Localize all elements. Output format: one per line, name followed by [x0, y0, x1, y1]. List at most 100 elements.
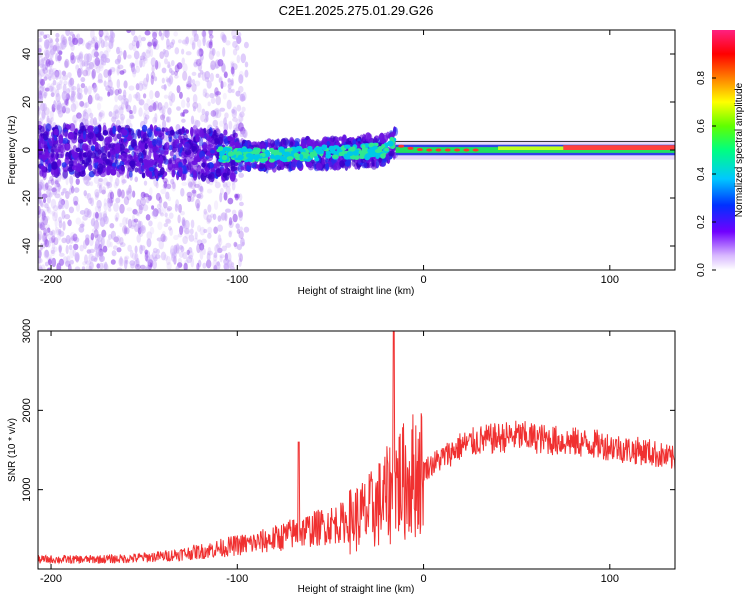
- spectrogram-band-mark: [92, 135, 97, 145]
- spectrogram-noise-mark: [203, 211, 209, 221]
- spectrogram-noise-mark: [91, 37, 96, 44]
- spectrogram-noise-mark: [61, 105, 66, 114]
- spectrogram-noise-mark: [210, 60, 216, 71]
- spectrogram-noise-mark: [62, 187, 68, 194]
- spectrogram-noise-mark: [206, 188, 213, 194]
- spectrogram-noise-mark: [125, 227, 130, 235]
- spectrogram-noise-mark: [42, 62, 47, 69]
- spectrogram-noise-mark: [109, 191, 115, 200]
- spectrogram-noise-mark: [68, 76, 73, 87]
- spectrogram-noise-mark: [51, 240, 56, 250]
- spectrogram-noise-mark: [189, 78, 193, 86]
- spectrogram-noise-mark: [192, 105, 196, 112]
- spectrogram-band-mark: [141, 164, 145, 170]
- spectrogram-noise-mark: [191, 83, 197, 93]
- spectrogram-core-mark: [293, 152, 300, 158]
- spectrogram-noise-mark: [217, 224, 223, 232]
- spectrogram-noise-mark: [123, 80, 128, 89]
- spectrogram-noise-mark: [169, 41, 174, 49]
- spectrogram-core-mark: [325, 153, 332, 159]
- spectrogram-noise-mark: [163, 181, 168, 189]
- spectrogram-core-mark: [255, 148, 260, 155]
- spectrogram-noise-mark: [162, 235, 168, 243]
- spectrogram-noise-mark: [103, 261, 108, 270]
- spectrogram-band-mark: [108, 165, 115, 172]
- spectrogram-noise-mark: [65, 30, 71, 37]
- spectrogram-noise-mark: [238, 172, 245, 178]
- spectrogram-noise-mark: [61, 90, 68, 101]
- spectrogram-core-mark: [278, 146, 285, 152]
- spectrogram-noise-mark: [194, 59, 199, 65]
- spectrogram-noise-mark: [221, 81, 227, 88]
- spectrogram-noise-mark: [97, 72, 103, 83]
- spectrogram-noise-mark: [223, 117, 227, 126]
- spectrogram-band-mark: [102, 129, 109, 136]
- spectrogram-noise-mark: [158, 239, 164, 250]
- spectrogram-core-mark: [270, 154, 275, 160]
- spectrogram-noise-mark: [149, 226, 155, 235]
- spectrogram-noise-mark: [66, 88, 71, 95]
- spectrogram-noise-mark: [204, 110, 210, 117]
- spectrogram-band-mark: [362, 133, 366, 142]
- spectrogram-noise-mark: [170, 245, 175, 255]
- spectrogram-noise-mark: [83, 53, 90, 63]
- spectrogram-band-mark: [315, 162, 323, 171]
- spectrogram-noise-mark: [211, 48, 216, 56]
- spectrogram-noise-mark: [54, 180, 59, 185]
- spectrogram-noise-mark: [109, 30, 114, 38]
- spectrogram-noise-mark: [93, 51, 99, 58]
- spectrogram-noise-mark: [243, 226, 250, 233]
- spectrogram-noise-mark: [95, 220, 100, 231]
- spectrogram-noise-mark: [77, 37, 84, 45]
- spectrogram-band-mark: [341, 134, 347, 143]
- spectrogram-band-mark: [305, 161, 313, 168]
- spectrogram-noise-mark: [52, 186, 58, 196]
- spectrogram-noise-mark: [68, 187, 72, 195]
- spectrogram-band-mark: [41, 168, 47, 179]
- spectrogram-noise-mark: [67, 72, 72, 78]
- spectrogram-noise-mark: [240, 53, 247, 64]
- spectrogram-noise-mark: [89, 248, 95, 254]
- spectrogram-band-mark: [82, 130, 87, 140]
- spectrogram-band-mark: [294, 138, 301, 144]
- spectrogram-noise-mark: [212, 109, 216, 120]
- spectrogram-noise-mark: [94, 57, 101, 67]
- spectrogram-noise-mark: [65, 234, 71, 245]
- spectrogram-noise-mark: [204, 76, 210, 83]
- spectrogram-noise-mark: [108, 207, 112, 212]
- spectrogram-noise-mark: [69, 232, 76, 241]
- spectrogram-noise-mark: [86, 192, 92, 201]
- spectrogram-noise-mark: [101, 189, 106, 195]
- spectrogram-noise-mark: [193, 61, 198, 67]
- spectrogram-band-mark: [161, 127, 166, 132]
- spectrogram-noise-mark: [130, 224, 135, 230]
- spectrogram-noise-mark: [206, 214, 212, 223]
- spectrogram-noise-mark: [197, 225, 202, 233]
- spectrogram-noise-mark: [48, 60, 55, 66]
- spectrogram-noise-mark: [97, 177, 103, 187]
- spectrogram-band-mark: [120, 152, 128, 162]
- spectrogram-core-mark: [328, 145, 336, 152]
- spectrogram-band-mark: [130, 139, 137, 148]
- spectrogram-noise-mark: [232, 35, 238, 40]
- spectrogram-noise-mark: [176, 85, 181, 94]
- spectrogram-noise-mark: [39, 85, 45, 90]
- spectrogram-band-mark: [169, 129, 175, 136]
- spectrogram-band-mark: [133, 145, 140, 151]
- spectrogram-noise-mark: [210, 97, 216, 105]
- spectrogram-noise-mark: [93, 85, 97, 94]
- spectrogram-noise-mark: [218, 77, 223, 84]
- spectrogram-noise-mark: [142, 56, 148, 62]
- spectrogram-noise-mark: [182, 71, 188, 81]
- spectrogram-band-mark: [61, 162, 67, 168]
- spectrogram-noise-mark: [131, 68, 137, 75]
- spectrogram-band-mark: [182, 147, 186, 152]
- spectrogram-noise-mark: [228, 120, 233, 131]
- spectrogram-noise-mark: [46, 267, 52, 270]
- spectrogram-band-mark: [115, 146, 121, 154]
- spectrogram-noise-mark: [61, 102, 67, 111]
- spectrogram-noise-mark: [193, 61, 198, 68]
- spectrogram-core-mark: [261, 152, 266, 158]
- spectrogram-band-mark: [230, 160, 236, 169]
- spectrogram-noise-mark: [187, 195, 192, 203]
